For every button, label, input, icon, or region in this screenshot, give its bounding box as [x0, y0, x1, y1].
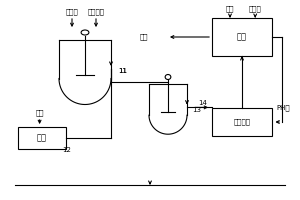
- Text: 離心分離: 離心分離: [233, 119, 250, 125]
- Bar: [212, 18, 272, 56]
- Ellipse shape: [165, 74, 171, 79]
- Text: 12: 12: [62, 147, 71, 153]
- Text: 11: 11: [118, 68, 127, 74]
- Text: 磷酸溶液: 磷酸溶液: [88, 8, 104, 15]
- Ellipse shape: [81, 30, 89, 35]
- Bar: [212, 108, 272, 136]
- Text: 14: 14: [198, 100, 207, 106]
- Text: 11: 11: [118, 68, 127, 74]
- Text: 產品: 產品: [140, 34, 148, 40]
- Text: PH值: PH值: [276, 105, 290, 111]
- Text: 研磨: 研磨: [37, 134, 47, 142]
- Text: 鋰源: 鋰源: [35, 109, 44, 116]
- Text: 碳源: 碳源: [226, 5, 234, 12]
- Text: 13: 13: [192, 107, 201, 113]
- Text: 摻雜源: 摻雜源: [249, 5, 262, 12]
- Bar: [18, 127, 66, 149]
- Text: 金屬源: 金屬源: [66, 8, 78, 15]
- Text: 燒結: 燒結: [237, 32, 247, 42]
